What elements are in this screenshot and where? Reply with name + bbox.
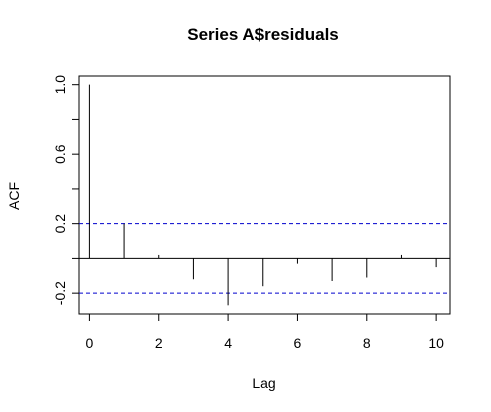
x-tick-label-10: 10 <box>428 335 444 351</box>
x-tick-label-0: 0 <box>86 335 94 351</box>
plot-frame <box>78 75 451 315</box>
x-tick-label-2: 2 <box>155 335 163 351</box>
confidence-bounds <box>79 223 450 294</box>
x-tick-label-4: 4 <box>224 335 232 351</box>
x-tick-label-8: 8 <box>363 335 371 351</box>
x-axis: 0 2 4 6 8 10 <box>86 314 444 351</box>
y-tick-label-0.6: 0.6 <box>52 144 68 164</box>
x-tick-label-6: 6 <box>294 335 302 351</box>
y-axis-label: ACF <box>6 182 22 210</box>
acf-bars <box>88 84 437 306</box>
y-axis: -0.2 0.2 0.6 1.0 <box>52 75 79 305</box>
chart-title: Series A$residuals <box>187 25 339 44</box>
y-tick-label-0.2: 0.2 <box>52 214 68 234</box>
y-tick-label--0.2: -0.2 <box>52 281 68 305</box>
y-tick-label-1: 1.0 <box>52 75 68 95</box>
x-axis-label: Lag <box>252 375 275 391</box>
